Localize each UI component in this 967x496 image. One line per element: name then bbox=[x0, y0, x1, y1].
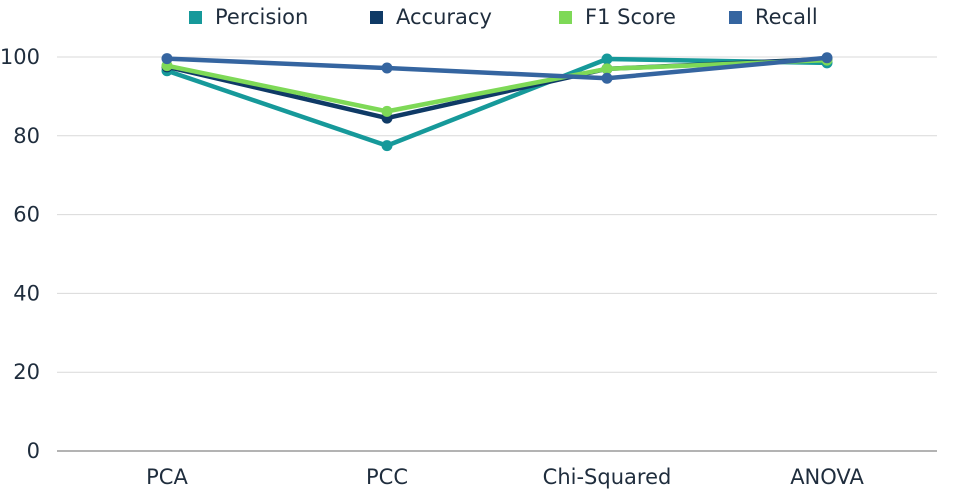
legend-label: F1 Score bbox=[585, 5, 676, 29]
y-tick-label: 60 bbox=[13, 203, 40, 227]
data-point bbox=[601, 53, 613, 65]
data-point bbox=[381, 105, 393, 117]
y-tick-label: 40 bbox=[13, 281, 40, 305]
series-line bbox=[164, 57, 830, 114]
series-line bbox=[164, 56, 830, 148]
series-recall bbox=[161, 52, 833, 84]
x-tick-label: Chi-Squared bbox=[543, 465, 672, 489]
legend: Percision Accuracy F1 Score Recall bbox=[189, 5, 818, 29]
legend-label: Accuracy bbox=[396, 5, 492, 29]
x-tick-label: ANOVA bbox=[790, 465, 864, 489]
y-tick-label: 100 bbox=[0, 45, 40, 69]
data-point bbox=[161, 53, 173, 65]
legend-swatch bbox=[729, 11, 742, 24]
legend-item: Accuracy bbox=[370, 5, 492, 29]
series-line bbox=[164, 55, 830, 81]
x-tick-label: PCC bbox=[366, 465, 408, 489]
legend-swatch bbox=[370, 11, 383, 24]
gridlines bbox=[57, 56, 937, 452]
data-point bbox=[381, 140, 393, 152]
legend-item: F1 Score bbox=[559, 5, 676, 29]
y-tick-label: 20 bbox=[13, 360, 40, 384]
legend-label: Recall bbox=[755, 5, 818, 29]
y-tick-label: 0 bbox=[27, 439, 40, 463]
legend-swatch bbox=[189, 11, 202, 24]
legend-item: Recall bbox=[729, 5, 818, 29]
x-tick-label: PCA bbox=[146, 465, 188, 489]
y-tick-label: 80 bbox=[13, 124, 40, 148]
legend-swatch bbox=[559, 11, 572, 24]
series-lines bbox=[161, 52, 833, 152]
data-point bbox=[821, 52, 833, 64]
legend-item: Percision bbox=[189, 5, 308, 29]
data-point bbox=[381, 62, 393, 74]
data-point bbox=[601, 72, 613, 84]
legend-label: Percision bbox=[215, 5, 308, 29]
data-point bbox=[601, 63, 613, 75]
axes: 0 20 40 60 80 100 PCA PCC Chi-Squared ANOVA bbox=[0, 45, 864, 489]
